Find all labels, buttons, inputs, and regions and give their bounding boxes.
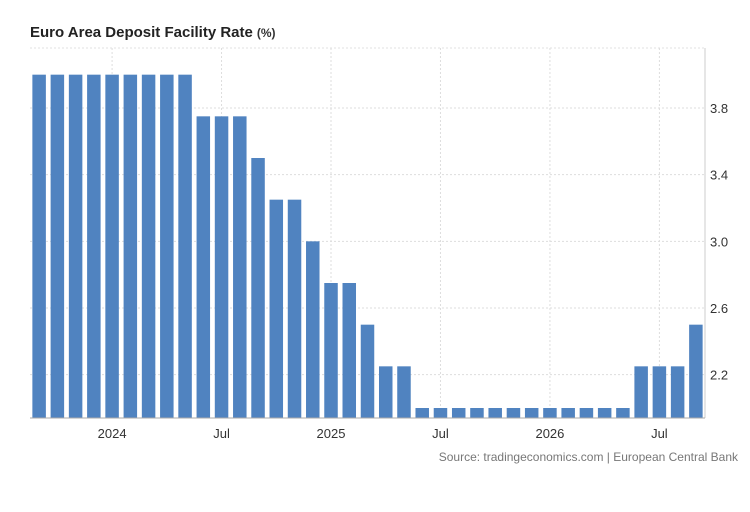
x-tick-label: 2024	[98, 426, 127, 441]
y-tick-label: 3.8	[710, 101, 728, 116]
bar	[160, 74, 174, 419]
y-tick-label: 2.2	[710, 368, 728, 383]
bar	[524, 408, 539, 418]
x-tick-label: Jul	[432, 426, 449, 441]
bar	[451, 408, 466, 418]
bar	[233, 116, 247, 418]
bar	[105, 74, 119, 419]
bar	[597, 408, 612, 418]
bar	[287, 199, 302, 418]
bar	[141, 74, 156, 419]
x-tick-label: 2026	[535, 426, 564, 441]
bar	[488, 408, 502, 418]
bar	[415, 408, 429, 418]
bar	[251, 158, 265, 418]
bar	[616, 408, 630, 418]
bar	[123, 74, 138, 419]
source-note: Source: tradingeconomics.com | European …	[438, 450, 738, 464]
axes: 2.2 2.6 3.0 3.4 3.8 2024 Jul 2025 Jul 2026 Jul	[30, 48, 728, 441]
bar	[68, 74, 83, 419]
chart-title-text: Euro Area Deposit Facility Rate	[30, 24, 253, 41]
bar	[342, 283, 357, 418]
bar	[543, 408, 557, 418]
chart-title: Euro Area Deposit Facility Rate (%)	[30, 24, 276, 41]
chart-unit: (%)	[256, 26, 276, 40]
x-tick-label: 2025	[317, 426, 346, 441]
bar	[689, 324, 703, 418]
x-tick-label: Jul	[213, 426, 230, 441]
bar	[324, 283, 338, 418]
bar	[50, 74, 65, 419]
bar	[506, 408, 521, 418]
bar	[670, 366, 685, 418]
bar	[178, 74, 192, 419]
bar	[579, 408, 594, 418]
bar	[214, 116, 229, 418]
bar	[378, 366, 393, 418]
bar	[433, 408, 448, 418]
y-tick-label: 3.0	[710, 234, 728, 249]
bar	[306, 241, 320, 418]
bar	[360, 324, 375, 418]
bar	[397, 366, 411, 418]
y-tick-label: 2.6	[710, 301, 728, 316]
bar	[470, 408, 484, 418]
bar	[561, 408, 575, 418]
bar	[32, 74, 46, 419]
bar	[652, 366, 667, 418]
x-tick-label: Jul	[651, 426, 668, 441]
bar	[87, 74, 101, 419]
bar	[269, 199, 284, 418]
bar	[196, 116, 211, 418]
bars	[32, 74, 703, 419]
y-tick-label: 3.4	[710, 168, 728, 183]
bar	[634, 366, 648, 418]
